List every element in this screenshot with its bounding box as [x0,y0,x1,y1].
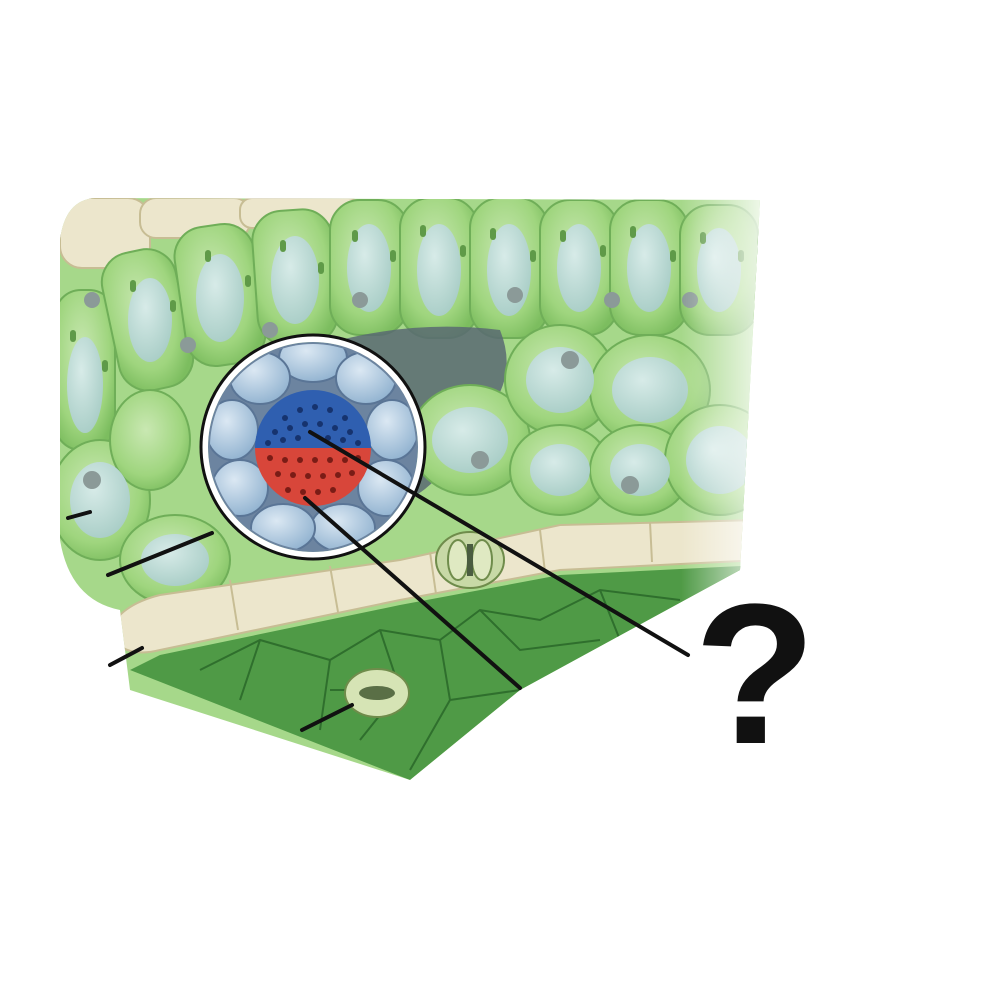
stoma-upper-icon [435,531,505,589]
leader-lines [66,430,690,732]
unknown-label: ? [693,563,817,786]
leader-line-bundle [106,531,214,577]
leader-line-xylem [308,430,690,657]
xylem [255,390,371,448]
vascular-bundle-inset [199,333,427,561]
leaf-tissue [60,198,760,780]
leader-line-epidermis [108,646,144,667]
leader-line-palisade [66,510,92,520]
stoma-lower-icon [344,668,410,718]
leader-line-stoma [300,703,354,732]
leader-line-phloem [303,496,522,690]
